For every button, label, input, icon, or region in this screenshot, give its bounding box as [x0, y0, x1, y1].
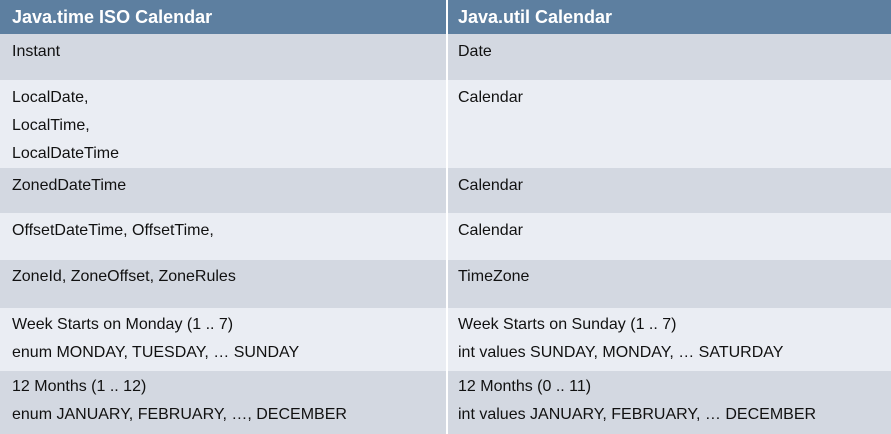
- cell-line: Calendar: [458, 177, 523, 194]
- cell-line: Date: [458, 43, 492, 60]
- cell-java-util: TimeZone: [446, 260, 891, 308]
- table-row: Week Starts on Monday (1 .. 7) enum MOND…: [0, 308, 891, 371]
- cell-line: ZonedDateTime: [12, 177, 127, 194]
- table-row: LocalDate, LocalTime, LocalDateTime Cale…: [0, 80, 891, 168]
- header-java-time: Java.time ISO Calendar: [0, 0, 446, 34]
- table-row: Instant Date: [0, 34, 891, 80]
- cell-line: TimeZone: [458, 268, 530, 285]
- cell-line: Week Starts on Monday (1 .. 7): [12, 316, 234, 333]
- cell-line: 12 Months (0 .. 11): [458, 378, 592, 395]
- cell-java-time: 12 Months (1 .. 12) enum JANUARY, FEBRUA…: [0, 371, 446, 434]
- cell-java-util: 12 Months (0 .. 11) int values JANUARY, …: [446, 371, 891, 434]
- table-row: ZoneId, ZoneOffset, ZoneRules TimeZone: [0, 260, 891, 308]
- cell-line: Calendar: [458, 222, 523, 239]
- cell-java-util: Date: [446, 34, 891, 80]
- cell-java-time: Instant: [0, 34, 446, 80]
- cell-java-time: Week Starts on Monday (1 .. 7) enum MOND…: [0, 308, 446, 371]
- cell-java-util: Week Starts on Sunday (1 .. 7) int value…: [446, 308, 891, 371]
- cell-line: int values JANUARY, FEBRUARY, … DECEMBER: [458, 406, 817, 423]
- table-row: ZonedDateTime Calendar: [0, 168, 891, 213]
- cell-java-time: OffsetDateTime, OffsetTime,: [0, 213, 446, 260]
- cell-java-time: LocalDate, LocalTime, LocalDateTime: [0, 80, 446, 168]
- cell-line: ZoneId, ZoneOffset, ZoneRules: [12, 268, 236, 285]
- cell-java-util: Calendar: [446, 168, 891, 213]
- cell-line: LocalTime,: [12, 117, 90, 134]
- table-header-row: Java.time ISO Calendar Java.util Calenda…: [0, 0, 891, 34]
- cell-line: LocalDate,: [12, 89, 89, 106]
- table-row: 12 Months (1 .. 12) enum JANUARY, FEBRUA…: [0, 371, 891, 434]
- cell-line: LocalDateTime: [12, 145, 120, 162]
- cell-line: int values SUNDAY, MONDAY, … SATURDAY: [458, 344, 784, 361]
- cell-line: enum JANUARY, FEBRUARY, …, DECEMBER: [12, 406, 347, 423]
- cell-java-time: ZonedDateTime: [0, 168, 446, 213]
- cell-line: Instant: [12, 43, 61, 60]
- cell-java-util: Calendar: [446, 213, 891, 260]
- cell-java-util: Calendar: [446, 80, 891, 168]
- cell-line: Calendar: [458, 89, 523, 106]
- cell-line: OffsetDateTime, OffsetTime,: [12, 222, 214, 239]
- table-row: OffsetDateTime, OffsetTime, Calendar: [0, 213, 891, 260]
- header-java-util: Java.util Calendar: [446, 0, 891, 34]
- cell-java-time: ZoneId, ZoneOffset, ZoneRules: [0, 260, 446, 308]
- cell-line: 12 Months (1 .. 12): [12, 378, 147, 395]
- cell-line: enum MONDAY, TUESDAY, … SUNDAY: [12, 344, 300, 361]
- cell-line: Week Starts on Sunday (1 .. 7): [458, 316, 677, 333]
